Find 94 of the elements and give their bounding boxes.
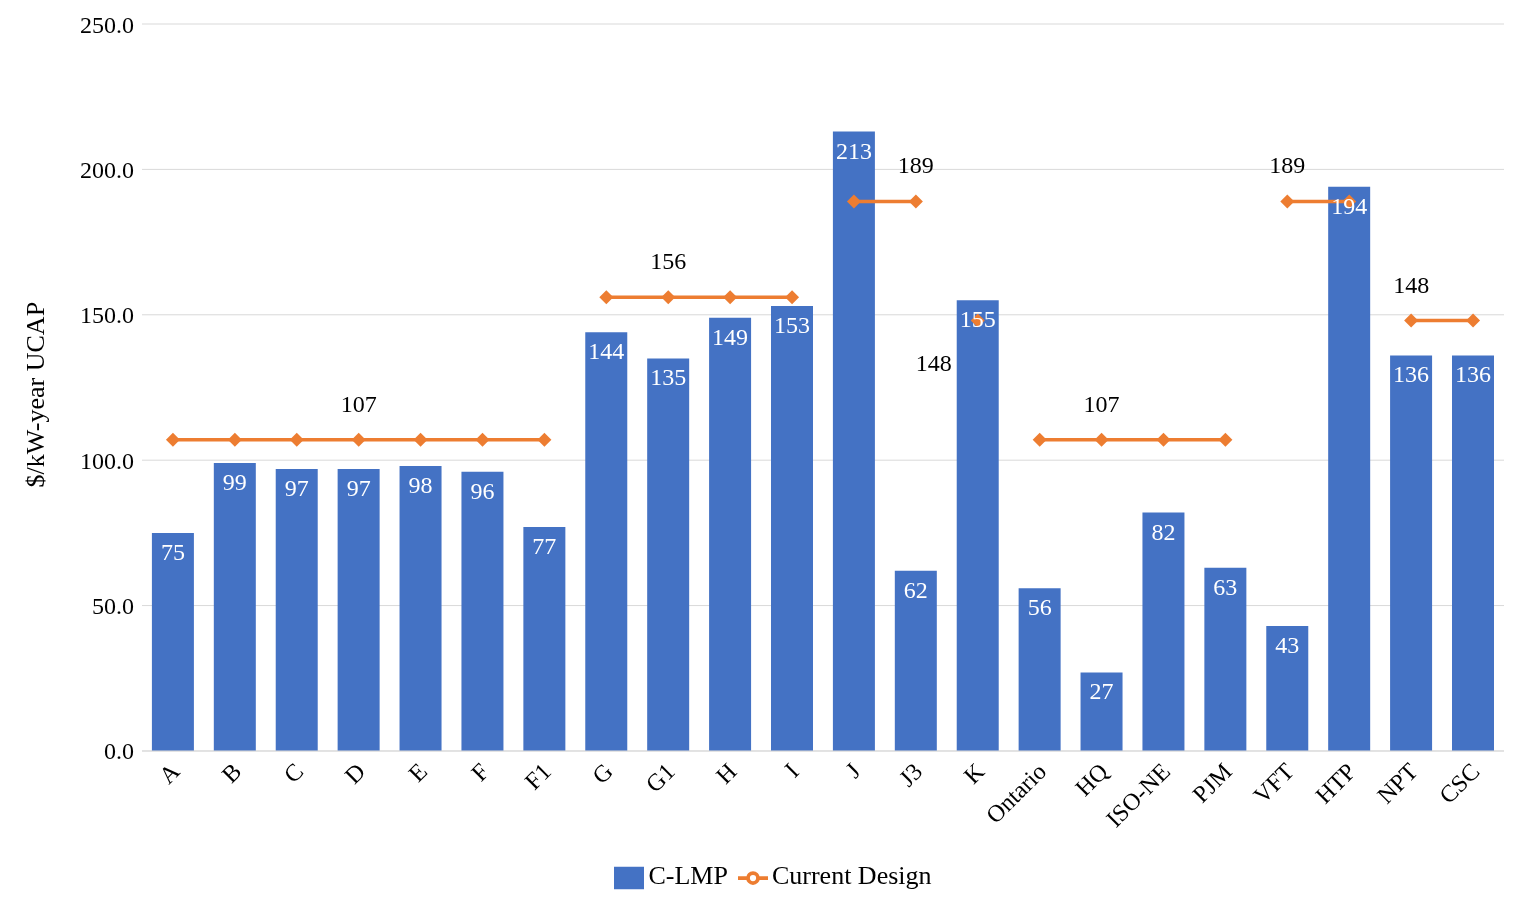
data-label: 189: [897, 152, 934, 179]
y-axis-title: $/kW-year UCAP: [21, 301, 51, 488]
y-tick-label: 50.0: [92, 593, 134, 620]
x-tick-label: G: [587, 758, 618, 789]
point: [1280, 194, 1295, 209]
bar: [523, 527, 566, 751]
point: [599, 290, 614, 305]
data-label: 99: [222, 469, 247, 496]
bar: [1266, 625, 1309, 751]
x-tick-label: E: [403, 758, 433, 787]
point: [289, 432, 304, 447]
x-tick-label: J3: [893, 758, 928, 792]
x-tick-label: F: [466, 758, 495, 786]
data-label: 136: [1455, 361, 1491, 388]
point: [661, 290, 676, 305]
bar: [1452, 355, 1494, 751]
x-tick-label: D: [339, 758, 371, 789]
point: [537, 432, 552, 447]
bar: [832, 131, 875, 751]
data-label: 97: [346, 474, 371, 501]
data-label: 144: [588, 338, 625, 365]
y-tick-label: 100.0: [80, 447, 134, 474]
x-tick-label: VFT: [1248, 757, 1300, 809]
x-tick-label: A: [153, 757, 185, 789]
bar: [956, 300, 999, 751]
data-label: 62: [903, 576, 928, 603]
point: [846, 194, 861, 209]
data-label: 98: [408, 472, 433, 498]
data-label: 56: [1027, 594, 1052, 621]
bar: [1142, 512, 1185, 751]
data-label: 27: [1089, 678, 1114, 705]
point: [227, 432, 242, 447]
data-label: 153: [774, 312, 810, 339]
bar: [275, 468, 318, 751]
point: [785, 290, 800, 305]
bar: [151, 532, 194, 751]
x-tick-label: B: [216, 758, 247, 788]
bar: [647, 358, 690, 751]
point: [475, 432, 490, 447]
point: [908, 194, 923, 209]
bar: [1390, 355, 1433, 751]
bar: [1080, 672, 1123, 751]
data-label: 148: [915, 349, 952, 376]
y-tick-label: 250.0: [80, 11, 134, 38]
legend-label: Current Design: [771, 860, 932, 890]
x-tick-label: C: [278, 758, 309, 788]
data-label: 75: [160, 538, 185, 565]
bar: [337, 468, 380, 751]
point: [351, 432, 366, 447]
point: [1218, 432, 1233, 447]
data-label: 43: [1275, 631, 1300, 658]
bar: [894, 570, 937, 751]
point: [1094, 432, 1109, 447]
data-label: 97: [284, 474, 309, 501]
bar: [1328, 186, 1371, 751]
bar: [213, 463, 256, 751]
bar: [461, 471, 504, 751]
x-tick-label: G1: [640, 758, 680, 798]
legend-label: C-LMP: [648, 860, 728, 890]
bar: [1204, 567, 1247, 751]
data-label: 96: [470, 477, 495, 504]
data-label: 149: [712, 323, 749, 350]
data-label: 148: [1393, 271, 1430, 298]
data-label: 77: [532, 533, 557, 560]
point: [1156, 432, 1171, 447]
data-label: 213: [835, 137, 872, 164]
x-tick-label: H: [711, 758, 742, 789]
bar: [709, 317, 752, 751]
point: [165, 432, 180, 447]
data-label: 135: [650, 364, 687, 391]
data-label: 107: [1083, 390, 1120, 417]
x-tick-label: CSC: [1434, 758, 1485, 809]
x-tick-label: F1: [519, 758, 556, 795]
data-label: 156: [650, 248, 687, 275]
point: [1032, 432, 1047, 447]
x-tick-label: I: [779, 758, 804, 783]
bar: [1018, 588, 1061, 751]
point: [413, 432, 428, 447]
x-tick-label: K: [958, 757, 990, 789]
bar: [771, 306, 813, 751]
y-tick-label: 0.0: [104, 738, 134, 765]
x-tick-label: J: [840, 758, 866, 784]
data-label: 82: [1151, 518, 1176, 545]
point: [1404, 313, 1419, 328]
data-label: 107: [340, 390, 377, 417]
point: [1466, 313, 1481, 328]
data-label: 63: [1213, 573, 1238, 600]
bar: [585, 332, 628, 751]
point: [723, 290, 738, 305]
y-tick-label: 150.0: [80, 302, 134, 329]
y-tick-label: 200.0: [80, 156, 134, 183]
data-label: 136: [1393, 361, 1430, 388]
data-label: 189: [1269, 152, 1306, 179]
bar: [399, 466, 442, 751]
